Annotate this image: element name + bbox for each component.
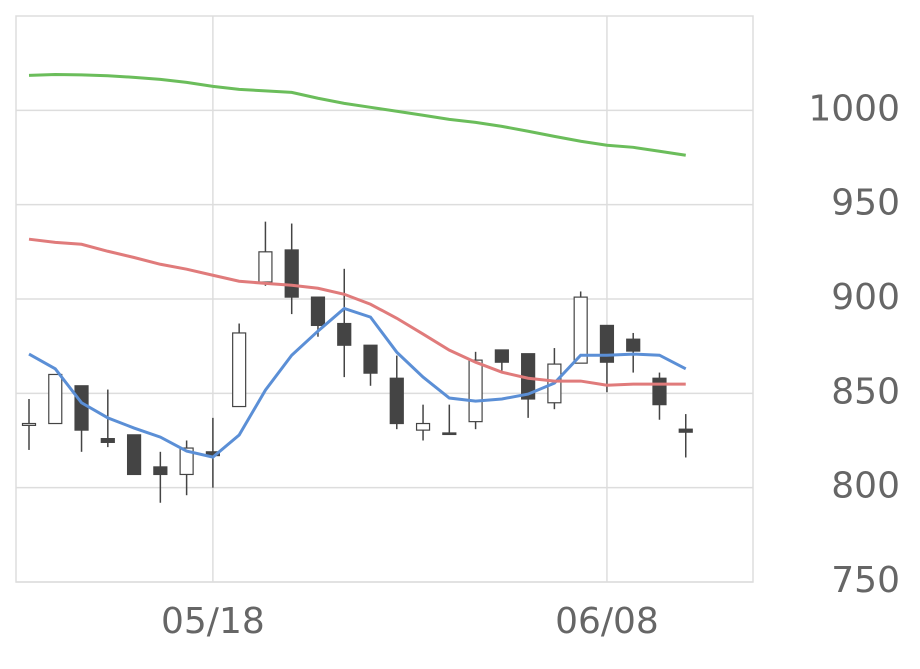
candle-body xyxy=(284,249,299,298)
candle-body xyxy=(468,359,483,423)
candle-body xyxy=(100,438,115,443)
candle-body xyxy=(652,377,667,406)
candle-body xyxy=(126,434,142,476)
x-tick-label: 05/18 xyxy=(161,601,265,642)
candle-body xyxy=(599,324,615,363)
candle-body xyxy=(232,332,247,408)
moving-average-line xyxy=(28,72,686,157)
candle-body xyxy=(48,373,63,425)
candle-body xyxy=(363,344,378,374)
candle-body xyxy=(573,296,588,364)
candle-body xyxy=(310,296,326,327)
candle-body xyxy=(389,377,404,425)
candle-body xyxy=(74,385,89,431)
moving-average-line xyxy=(28,306,687,459)
candle-body xyxy=(442,432,457,436)
y-tick-label: 950 xyxy=(831,183,900,224)
candle-body xyxy=(415,422,431,431)
y-tick-label: 850 xyxy=(831,371,900,412)
y-tick-label: 800 xyxy=(831,466,900,507)
candle-body xyxy=(179,447,194,476)
candle-body xyxy=(494,349,509,363)
moving-average-line xyxy=(28,237,686,387)
candle-body xyxy=(678,428,693,433)
candle-body xyxy=(21,422,37,427)
y-tick-label: 900 xyxy=(831,277,900,318)
candle-body xyxy=(337,322,352,346)
y-tick-label: 750 xyxy=(831,560,900,601)
candle-body xyxy=(258,251,273,283)
candle-body xyxy=(153,466,168,476)
y-tick-label: 1000 xyxy=(808,88,900,129)
x-tick-label: 06/08 xyxy=(555,601,659,642)
candle-body xyxy=(626,338,641,352)
